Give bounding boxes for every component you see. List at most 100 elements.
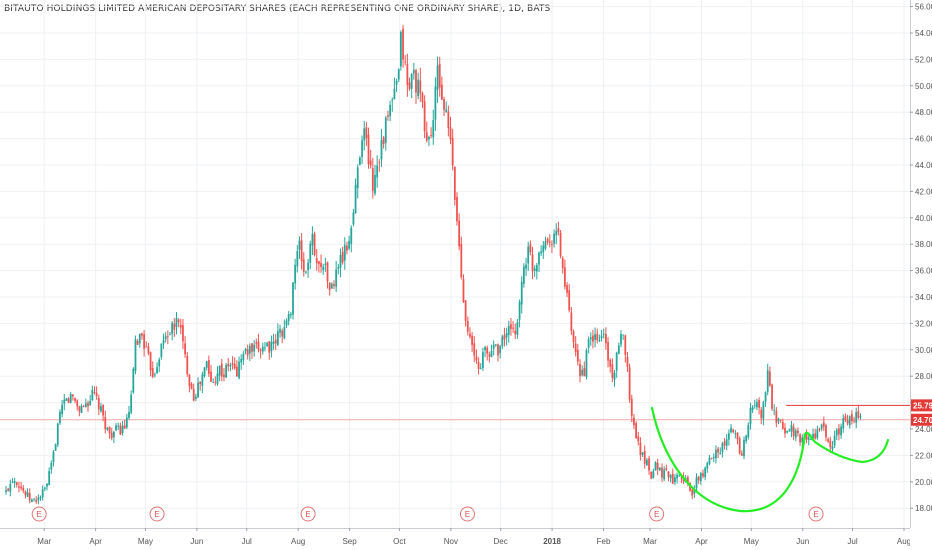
candle[interactable] (128, 405, 130, 420)
candle[interactable] (220, 358, 223, 382)
candle[interactable] (695, 473, 698, 492)
candle[interactable] (162, 333, 165, 349)
candle[interactable] (257, 333, 260, 353)
candle[interactable] (279, 324, 281, 338)
candle[interactable] (850, 410, 853, 425)
candle[interactable] (132, 367, 135, 394)
candle[interactable] (438, 56, 441, 97)
candle[interactable] (579, 359, 581, 383)
candle[interactable] (706, 461, 709, 473)
candle[interactable] (238, 356, 240, 380)
candle[interactable] (471, 331, 473, 352)
candle[interactable] (287, 311, 290, 326)
candle[interactable] (715, 445, 717, 464)
candle[interactable] (194, 393, 197, 402)
candle[interactable] (26, 488, 29, 497)
candle[interactable] (844, 413, 847, 422)
candle[interactable] (419, 67, 422, 102)
candle[interactable] (553, 229, 555, 248)
candle[interactable] (15, 481, 18, 488)
candle[interactable] (214, 376, 217, 386)
candle[interactable] (814, 428, 817, 440)
candle[interactable] (294, 258, 297, 290)
candle[interactable] (445, 101, 448, 113)
candle[interactable] (453, 166, 456, 206)
candle[interactable] (76, 399, 79, 411)
candle[interactable] (855, 407, 858, 429)
candle[interactable] (285, 318, 288, 328)
candle[interactable] (531, 246, 534, 280)
candle[interactable] (592, 329, 594, 349)
candle[interactable] (352, 208, 355, 227)
candle[interactable] (760, 406, 763, 425)
candle[interactable] (779, 419, 782, 424)
candle[interactable] (456, 192, 458, 226)
candle[interactable] (320, 254, 322, 273)
candle[interactable] (348, 235, 350, 251)
candle[interactable] (434, 77, 437, 131)
candle[interactable] (527, 241, 530, 272)
candle[interactable] (501, 334, 504, 350)
candle[interactable] (641, 451, 644, 458)
candle[interactable] (350, 225, 353, 253)
candle[interactable] (807, 434, 810, 446)
candle[interactable] (225, 362, 228, 378)
candle[interactable] (650, 471, 653, 479)
candle[interactable] (218, 365, 221, 382)
candle[interactable] (702, 469, 704, 479)
candle[interactable] (361, 135, 363, 164)
candle[interactable] (145, 341, 148, 348)
candle[interactable] (699, 471, 702, 485)
candle[interactable] (617, 342, 620, 355)
candle[interactable] (451, 128, 454, 171)
candle[interactable] (637, 431, 640, 446)
candle[interactable] (740, 450, 743, 456)
candle[interactable] (246, 344, 249, 360)
candle[interactable] (762, 400, 765, 426)
candle[interactable] (818, 427, 821, 432)
candle[interactable] (367, 127, 370, 169)
candle[interactable] (665, 464, 668, 472)
candle[interactable] (337, 264, 340, 275)
candle[interactable] (74, 397, 76, 404)
candle[interactable] (622, 334, 625, 340)
candle[interactable] (37, 494, 40, 505)
candle[interactable] (63, 393, 66, 411)
candle[interactable] (710, 457, 713, 460)
candle[interactable] (630, 394, 633, 423)
candle[interactable] (743, 436, 745, 460)
candle[interactable] (583, 361, 586, 377)
candle[interactable] (365, 121, 368, 147)
candle[interactable] (723, 438, 726, 450)
candle[interactable] (248, 343, 251, 361)
candle[interactable] (326, 261, 329, 289)
candle[interactable] (538, 251, 540, 272)
candle[interactable] (658, 467, 661, 472)
candle[interactable] (179, 318, 182, 335)
candle[interactable] (522, 263, 525, 288)
candle[interactable] (674, 473, 676, 486)
candle[interactable] (691, 488, 694, 500)
candle[interactable] (639, 437, 642, 461)
candle[interactable] (410, 73, 413, 99)
candle[interactable] (566, 282, 568, 297)
candle[interactable] (540, 245, 543, 256)
candle[interactable] (518, 299, 521, 328)
candle[interactable] (443, 96, 445, 117)
candle[interactable] (13, 477, 16, 488)
candle[interactable] (721, 441, 724, 458)
candle[interactable] (108, 426, 111, 439)
candle[interactable] (335, 260, 338, 293)
candle[interactable] (417, 72, 420, 100)
candle[interactable] (188, 374, 191, 393)
candle[interactable] (505, 327, 508, 346)
candle[interactable] (315, 249, 318, 271)
candle[interactable] (587, 336, 590, 354)
candle[interactable] (412, 62, 415, 80)
candle[interactable] (520, 276, 523, 314)
candle[interactable] (794, 428, 797, 442)
candle[interactable] (110, 427, 113, 441)
candle[interactable] (393, 77, 396, 100)
candle[interactable] (270, 335, 273, 358)
candle[interactable] (561, 256, 564, 274)
